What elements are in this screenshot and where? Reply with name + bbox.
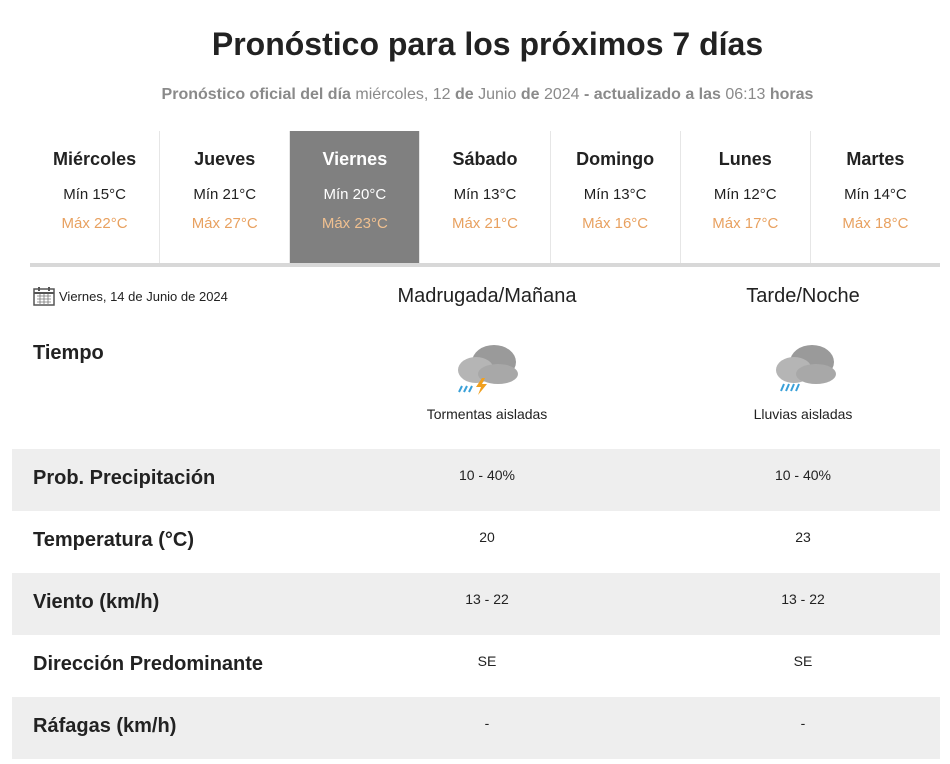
day-min: Mín 13°C <box>583 186 647 203</box>
day-tab[interactable]: Miércoles Mín 15°C Máx 22°C <box>30 131 161 263</box>
subtitle-part: de <box>454 86 474 103</box>
day-max: Máx 27°C <box>191 215 258 232</box>
row-background <box>12 449 940 511</box>
day-tab[interactable]: Lunes Mín 12°C Máx 17°C <box>681 131 811 263</box>
row-value: 10 - 40% <box>774 467 832 483</box>
row-label: Prob. Precipitación <box>33 467 216 489</box>
day-tab[interactable]: Martes Mín 14°C Máx 18°C <box>811 131 940 263</box>
day-tab[interactable]: Sábado Mín 13°C Máx 21°C <box>420 131 551 263</box>
day-tab[interactable]: Domingo Mín 13°C Máx 16°C <box>551 131 681 263</box>
row-label: Ráfagas (km/h) <box>33 715 177 737</box>
day-name: Viernes <box>322 149 388 169</box>
day-name: Lunes <box>718 149 772 169</box>
row-value: - <box>800 715 806 731</box>
row-background <box>12 697 940 759</box>
row-label: Temperatura (°C) <box>33 529 194 551</box>
row-value: - <box>484 715 490 731</box>
day-max: Máx 16°C <box>582 215 649 232</box>
day-min: Mín 13°C <box>453 186 517 203</box>
row-value: 10 - 40% <box>458 467 516 483</box>
day-name: Martes <box>846 149 905 169</box>
day-min: Mín 14°C <box>844 186 907 203</box>
row-value: SE <box>477 653 497 669</box>
subtitle-part: 06:13 <box>725 86 766 103</box>
subtitle-part: miércoles, 12 <box>355 86 451 103</box>
day-max: Máx 22°C <box>61 215 128 232</box>
column-header: Tarde/Noche <box>746 285 860 307</box>
storm-icon <box>458 345 518 395</box>
weather-condition: Tormentas aisladas <box>426 406 548 422</box>
column-header: Madrugada/Mañana <box>397 285 577 307</box>
day-name: Jueves <box>194 149 256 169</box>
weather-label: Tiempo <box>33 342 104 364</box>
row-value: SE <box>793 653 813 669</box>
subtitle-part: horas <box>769 86 814 103</box>
subtitle: Pronóstico oficial del día miércoles, 12… <box>0 86 950 104</box>
day-name: Miércoles <box>53 149 137 169</box>
row-value: 13 - 22 <box>465 591 509 607</box>
day-min: Mín 15°C <box>63 186 126 203</box>
row-label: Viento (km/h) <box>33 591 160 613</box>
day-tab[interactable]: Viernes Mín 20°C Máx 23°C <box>290 131 421 263</box>
weather-condition: Lluvias aisladas <box>753 406 853 422</box>
day-min: Mín 21°C <box>193 186 257 203</box>
subtitle-part: Junio <box>478 86 517 103</box>
day-max: Máx 18°C <box>842 215 909 232</box>
row-background <box>12 573 940 635</box>
day-max: Máx 17°C <box>712 215 779 232</box>
rain-icon <box>776 345 836 392</box>
day-tabs: Miércoles Mín 15°C Máx 22°C Jueves Mín 21°C M… <box>30 131 940 267</box>
title: Pronóstico para los próximos 7 días <box>211 26 764 62</box>
date-text: Viernes, 14 de Junio de 2024 <box>59 288 228 304</box>
day-name: Sábado <box>452 149 518 169</box>
calendar-icon <box>33 287 55 306</box>
row-label: Dirección Predominante <box>33 653 264 675</box>
day-min: Mín 20°C <box>323 186 387 203</box>
day-min: Mín 12°C <box>713 186 777 203</box>
subtitle-part: - actualizado a las <box>583 86 721 103</box>
day-max: Máx 21°C <box>451 215 518 232</box>
day-max: Máx 23°C <box>321 215 388 232</box>
row-value: 23 <box>795 529 811 545</box>
subtitle-part: 2024 <box>543 86 580 103</box>
row-background <box>12 511 940 573</box>
subtitle-part: Pronóstico oficial del día <box>161 86 351 103</box>
row-background <box>12 635 940 697</box>
day-name: Domingo <box>576 149 655 169</box>
row-value: 20 <box>479 529 495 545</box>
subtitle-part: de <box>520 86 540 103</box>
row-value: 13 - 22 <box>781 591 825 607</box>
day-tab[interactable]: Jueves Mín 21°C Máx 27°C <box>160 131 291 263</box>
detail-date: Viernes, 14 de Junio de 2024 <box>33 286 228 306</box>
